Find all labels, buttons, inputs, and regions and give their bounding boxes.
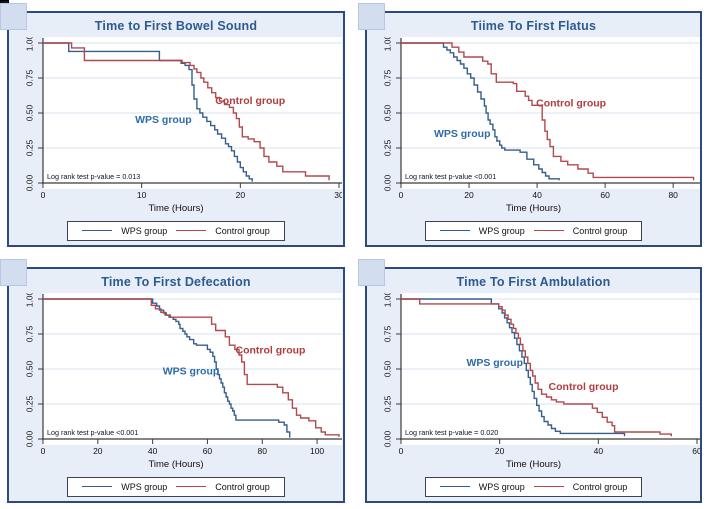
logrank-annotation: Log rank test p-value = 0.013: [47, 172, 140, 181]
y-tick-label: 1.00: [24, 293, 34, 307]
logrank-annotation: Log rank test p-value <0.001: [405, 172, 496, 181]
legend-label-wps: WPS group: [478, 481, 525, 492]
wps-curve: [400, 298, 625, 437]
control-curve: [400, 42, 694, 181]
x-axis-label: Time (Hours): [505, 203, 562, 214]
wps-line-sample: [439, 486, 470, 487]
corner-square-artifact: [0, 3, 27, 30]
control-curve-label: Control group: [536, 98, 606, 110]
control-curve-label: Control group: [235, 345, 305, 357]
control-line-sample: [176, 230, 207, 231]
wps-curve-label: WPS group: [135, 114, 192, 126]
control-line-sample: [176, 486, 207, 487]
control-curve: [43, 298, 340, 437]
x-tick-label: 20: [93, 446, 103, 456]
x-tick-label: 20: [494, 446, 504, 456]
y-tick-label: 0.75: [382, 325, 392, 342]
x-tick-label: 60: [203, 446, 213, 456]
chart-title: Time to First Bowel Sound: [94, 19, 258, 33]
control-curve-label: Control group: [548, 381, 618, 393]
chart-title: Tiime To First Flatus: [470, 19, 597, 33]
y-tick-label: 0.00: [24, 430, 34, 447]
wps-line-sample: [439, 230, 470, 231]
km-plot-flatus: 0.00 0.25 0.50 0.75 1.00 0 20 40 60 80 WPS group Co…: [382, 37, 700, 200]
y-tick-label: 1.00: [24, 37, 34, 51]
chart-title: Time To First Ambulation: [456, 275, 611, 289]
corner-square-artifact: [0, 259, 27, 286]
chart-title: Time To First Defecation: [101, 275, 251, 289]
legend-label-control: Control group: [215, 225, 270, 236]
legend-label-control: Control group: [572, 225, 628, 236]
km-plot-ambulation: 0.00 0.25 0.50 0.75 1.00 0 20 40 60 WPS group Cont…: [382, 293, 700, 456]
y-tick-label: 0.00: [24, 174, 34, 191]
wps-curve: [400, 42, 560, 181]
y-tick-label: 0.75: [382, 69, 392, 86]
control-curve: [43, 42, 330, 181]
y-tick-label: 1.00: [382, 293, 392, 307]
x-tick-label: 80: [258, 446, 268, 456]
y-tick-label: 0.50: [382, 360, 392, 377]
control-line-sample: [533, 486, 564, 487]
legend-label-control: Control group: [572, 481, 628, 492]
y-tick-label: 0.25: [382, 139, 392, 156]
panel-ambulation: Time To First Ambulation 0.00 0.25 0.50 0.7…: [358, 259, 702, 503]
y-tick-label: 0.50: [24, 104, 34, 121]
x-tick-label: 100: [310, 446, 324, 456]
x-tick-label: 40: [593, 446, 603, 456]
x-tick-label: 80: [668, 190, 678, 200]
x-tick-label: 0: [398, 190, 403, 200]
km-plot-bowel-sound: 0.00 0.25 0.50 0.75 1.00 0 10 20 30 WPS group Cont…: [24, 37, 342, 200]
legend-label-wps: WPS group: [121, 481, 168, 492]
x-axis-label: Time (Hours): [148, 203, 204, 214]
x-tick-label: 40: [148, 446, 158, 456]
y-tick-label: 0.00: [382, 430, 392, 447]
y-tick-label: 0.50: [24, 360, 34, 377]
panel-defecation: Time To First Defecation 0.00 0.25 0.50 0.7…: [0, 259, 345, 503]
corner-square-artifact: [358, 3, 385, 30]
x-tick-label: 20: [236, 190, 246, 200]
y-tick-label: 0.25: [24, 139, 34, 156]
corner-square-artifact: [358, 259, 385, 286]
y-tick-label: 0.75: [24, 325, 34, 342]
x-tick-label: 60: [600, 190, 610, 200]
control-line-sample: [533, 230, 564, 231]
y-tick-label: 0.50: [382, 104, 392, 121]
wps-line-sample: [82, 486, 113, 487]
legend-label-wps: WPS group: [121, 225, 168, 236]
legend: WPS group Control group: [9, 218, 343, 241]
y-tick-label: 0.00: [382, 174, 392, 191]
y-tick-label: 0.75: [24, 69, 34, 86]
y-tick-label: 0.25: [382, 395, 392, 412]
legend-label-control: Control group: [215, 481, 270, 492]
logrank-annotation: Log rank test p-value = 0.020: [405, 428, 498, 437]
legend: WPS group Control group: [367, 218, 700, 241]
x-tick-label: 60: [692, 446, 700, 456]
wps-curve-label: WPS group: [163, 366, 220, 378]
x-axis-label: Time (Hours): [505, 459, 562, 470]
panel-flatus: Tiime To First Flatus 0.00 0.25 0.50 0.75 1.…: [358, 3, 702, 247]
x-axis-label: Time (Hours): [148, 459, 204, 470]
x-tick-label: 0: [398, 446, 403, 456]
x-tick-label: 0: [41, 446, 46, 456]
wps-line-sample: [82, 230, 113, 231]
x-tick-label: 30: [334, 190, 342, 200]
x-tick-label: 20: [464, 190, 474, 200]
wps-curve-label: WPS group: [466, 357, 523, 369]
y-tick-label: 0.25: [24, 395, 34, 412]
panel-bowel-sound: Time to First Bowel Sound 0.00 0.25 0.50 0.…: [0, 3, 345, 247]
control-curve: [400, 298, 672, 437]
legend: WPS group Control group: [367, 474, 700, 497]
legend: WPS group Control group: [9, 474, 343, 497]
wps-curve: [43, 42, 253, 182]
y-tick-label: 1.00: [382, 37, 392, 51]
control-curve-label: Control group: [215, 95, 285, 107]
wps-curve-label: WPS group: [433, 128, 490, 140]
x-tick-label: 0: [41, 190, 46, 200]
logrank-annotation: Log rank test p-value <0.001: [47, 428, 138, 437]
km-plot-defecation: 0.00 0.25 0.50 0.75 1.00 0 20 40 60 80 100 WPS grou…: [24, 293, 342, 456]
x-tick-label: 10: [137, 190, 147, 200]
x-tick-label: 40: [532, 190, 542, 200]
legend-label-wps: WPS group: [478, 225, 525, 236]
